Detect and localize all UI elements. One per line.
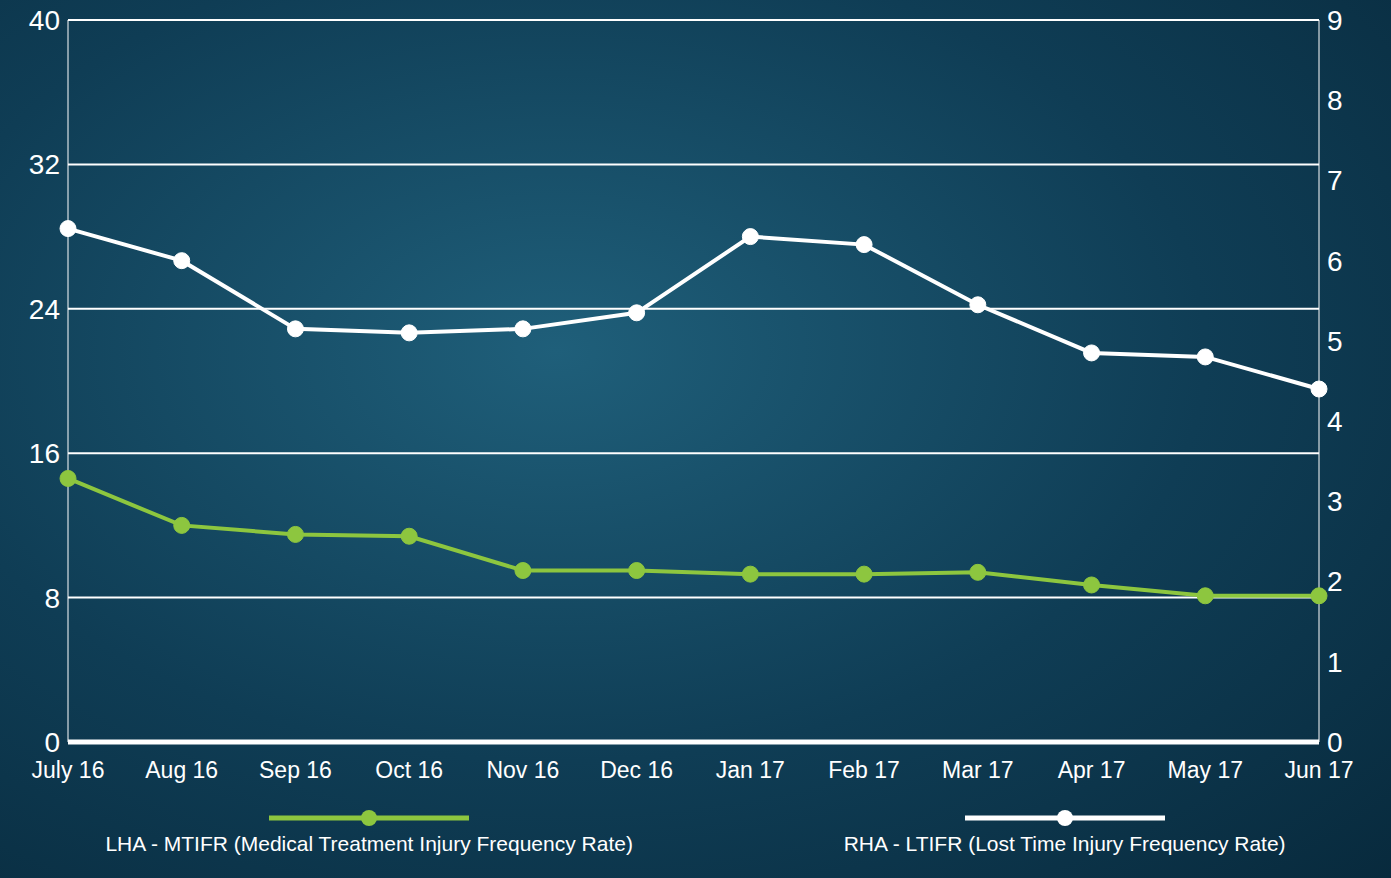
svg-text:Oct 16: Oct 16: [375, 757, 443, 783]
svg-text:8: 8: [1327, 85, 1343, 116]
svg-text:July 16: July 16: [32, 757, 105, 783]
svg-text:3: 3: [1327, 486, 1343, 517]
svg-text:Jan 17: Jan 17: [716, 757, 785, 783]
svg-text:0: 0: [44, 727, 60, 758]
svg-text:8: 8: [44, 583, 60, 614]
svg-text:9: 9: [1327, 5, 1343, 36]
svg-text:16: 16: [29, 438, 60, 469]
html-text:RHA - LTIFR (Lost Time Injury: RHA - LTIFR (Lost Time Injury Frequency …: [843, 832, 1286, 855]
svg-text:5: 5: [1327, 326, 1343, 357]
svg-text:1: 1: [1327, 647, 1343, 678]
svg-text:May 17: May 17: [1168, 757, 1243, 783]
svg-text:7: 7: [1327, 165, 1343, 196]
html-text:LHA - MTIFR (Medical Treatment: LHA - MTIFR (Medical Treatment Injury Fr…: [105, 832, 633, 855]
svg-text:Nov 16: Nov 16: [486, 757, 559, 783]
svg-text:Feb 17: Feb 17: [828, 757, 900, 783]
svg-text:Dec 16: Dec 16: [600, 757, 673, 783]
svg-text:40: 40: [29, 5, 60, 36]
svg-text:Sep 16: Sep 16: [259, 757, 332, 783]
svg-text:Mar 17: Mar 17: [942, 757, 1014, 783]
svg-text:32: 32: [29, 149, 60, 180]
svg-text:Aug 16: Aug 16: [145, 757, 218, 783]
svg-text:24: 24: [29, 294, 60, 325]
svg-text:0: 0: [1327, 727, 1343, 758]
svg-text:2: 2: [1327, 566, 1343, 597]
svg-text:Apr 17: Apr 17: [1058, 757, 1126, 783]
svg-text:6: 6: [1327, 246, 1343, 277]
svg-text:4: 4: [1327, 406, 1343, 437]
svg-text:Jun 17: Jun 17: [1284, 757, 1353, 783]
